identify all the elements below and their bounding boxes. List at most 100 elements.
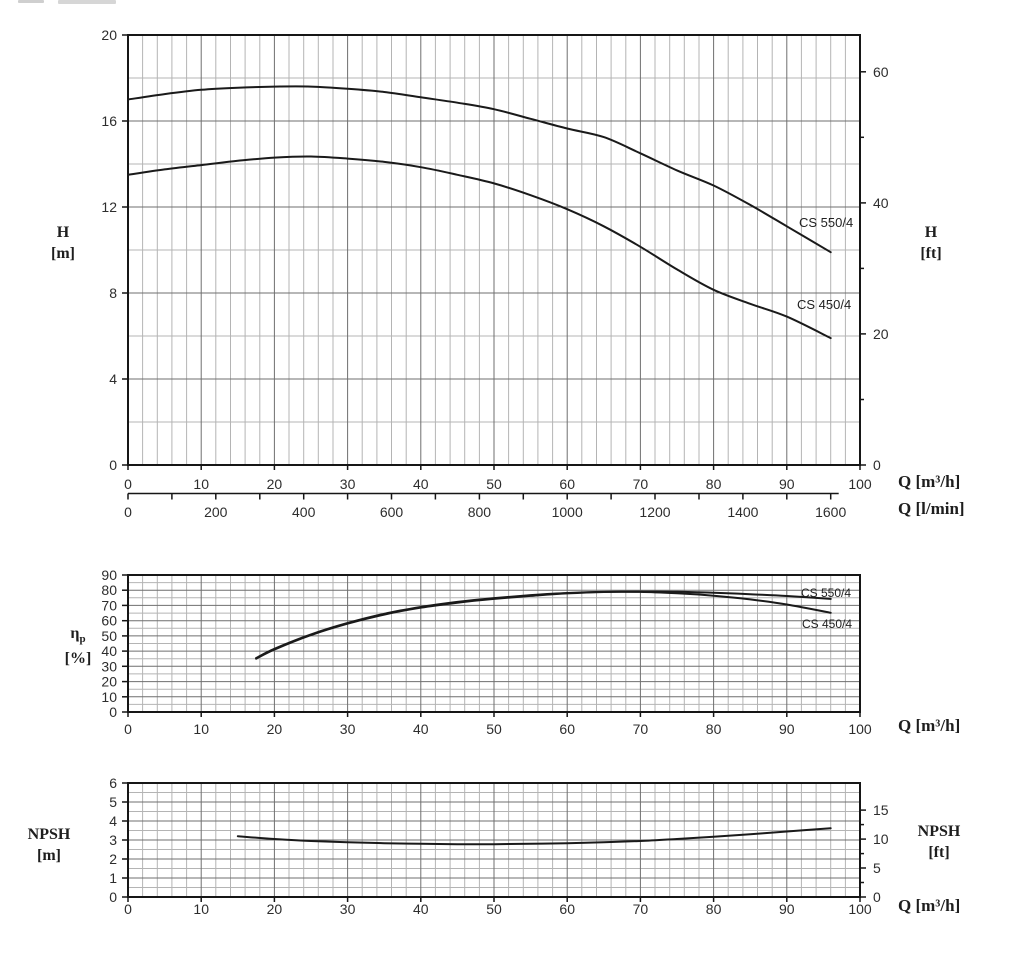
y2-tick-label: 15	[873, 802, 889, 818]
efficiency-curve-cs-450-4	[255, 590, 832, 659]
x-tick-label: 40	[413, 901, 429, 917]
y-tick-label: 0	[109, 704, 117, 720]
x2-tick-label: 400	[292, 504, 316, 520]
x-tick-label: 60	[559, 476, 575, 492]
y-tick-label: 4	[109, 371, 117, 387]
x-tick-label: 80	[706, 901, 722, 917]
npsh-left-axis-title: NPSH [m]	[18, 824, 80, 866]
head-x2-axis	[127, 492, 839, 500]
head-x-axis-title: Q [m³/h]	[898, 472, 961, 491]
x-tick-label: 10	[193, 721, 209, 737]
x-tick-label: 40	[413, 721, 429, 737]
x-tick-label: 50	[486, 901, 502, 917]
y-tick-label: 40	[101, 643, 117, 659]
axis-title-line: [m]	[51, 245, 75, 262]
x2-tick-label: 1400	[727, 504, 758, 520]
y-tick-label: 4	[109, 813, 117, 829]
x-tick-label: 0	[124, 721, 132, 737]
y2-tick-label: 0	[873, 889, 881, 905]
axis-title-line: [ft]	[928, 844, 950, 861]
y-tick-label: 90	[101, 567, 117, 583]
y2-tick-label: 20	[873, 326, 889, 342]
x-tick-label: 50	[486, 476, 502, 492]
x2-tick-label: 200	[204, 504, 228, 520]
y-tick-label: 8	[109, 285, 117, 301]
x2-tick-label: 1000	[552, 504, 583, 520]
y2-tick-label: 60	[873, 64, 889, 80]
x-tick-label: 100	[848, 476, 872, 492]
x-tick-label: 30	[340, 721, 356, 737]
x-tick-label: 100	[848, 901, 872, 917]
y2-tick-label: 5	[873, 860, 881, 876]
x-tick-label: 20	[267, 476, 283, 492]
x-tick-label: 10	[193, 476, 209, 492]
head-ticks	[122, 34, 866, 470]
y-tick-label: 2	[109, 851, 117, 867]
efficiency-x-axis-title: Q [m³/h]	[898, 716, 961, 735]
x-tick-label: 90	[779, 901, 795, 917]
y2-tick-label: 0	[873, 457, 881, 473]
y-tick-label: 30	[101, 658, 117, 674]
x-tick-label: 30	[340, 476, 356, 492]
x-tick-label: 10	[193, 901, 209, 917]
head-grid-major	[128, 35, 860, 465]
x-tick-label: 60	[559, 721, 575, 737]
y-tick-label: 6	[109, 775, 117, 791]
x-tick-label: 70	[633, 901, 649, 917]
y-tick-label: 60	[101, 613, 117, 629]
head-x2-axis-title: Q [l/min]	[898, 499, 965, 518]
x-tick-label: 60	[559, 901, 575, 917]
x-tick-label: 90	[779, 721, 795, 737]
axis-title-line: H	[56, 224, 70, 241]
npsh-right-axis-title: NPSH [ft]	[906, 821, 972, 863]
y-tick-label: 0	[109, 889, 117, 905]
cropped-artifact	[18, 0, 44, 3]
x2-tick-label: 0	[124, 504, 132, 520]
x2-tick-label: 800	[468, 504, 492, 520]
head-right-axis-title: H [ft]	[904, 222, 958, 264]
npsh-grid-major	[128, 783, 860, 897]
x-tick-label: 30	[340, 901, 356, 917]
x2-tick-label: 600	[380, 504, 404, 520]
x-tick-label: 0	[124, 476, 132, 492]
axis-title-line: ηp	[70, 625, 86, 646]
head-grid-minor	[128, 35, 860, 465]
y-tick-label: 20	[101, 674, 117, 690]
x2-tick-label: 1200	[639, 504, 670, 520]
x2-tick-label: 1600	[815, 504, 846, 520]
y-tick-label: 5	[109, 794, 117, 810]
npsh-x-axis-title: Q [m³/h]	[898, 896, 961, 915]
y-tick-label: 0	[109, 457, 117, 473]
y-tick-label: 16	[101, 113, 117, 129]
y2-tick-label: 10	[873, 831, 889, 847]
axis-title-line: [m]	[37, 847, 61, 864]
efficiency-curve-label-cs-550-4: CS 550/4	[801, 586, 852, 600]
x-tick-label: 40	[413, 476, 429, 492]
x-tick-label: 70	[633, 721, 649, 737]
head-curve-label-cs-550-4: CS 550/4	[799, 215, 854, 230]
x-tick-label: 20	[267, 901, 283, 917]
y-tick-label: 12	[101, 199, 117, 215]
axis-title-line: H	[924, 224, 938, 241]
head-curve-label-cs-450-4: CS 450/4	[797, 297, 852, 312]
axis-title-line: NPSH	[27, 826, 71, 843]
head-curve-cs-550-4	[127, 85, 832, 254]
x-tick-label: 70	[633, 476, 649, 492]
axis-title-line: [ft]	[920, 245, 942, 262]
efficiency-ticks	[122, 574, 861, 717]
x-tick-label: 0	[124, 901, 132, 917]
cropped-artifact	[58, 0, 116, 4]
y-tick-label: 20	[101, 27, 117, 43]
x-tick-label: 20	[267, 721, 283, 737]
y2-tick-label: 40	[873, 195, 889, 211]
y-tick-label: 10	[101, 689, 117, 705]
y-tick-label: 3	[109, 832, 117, 848]
